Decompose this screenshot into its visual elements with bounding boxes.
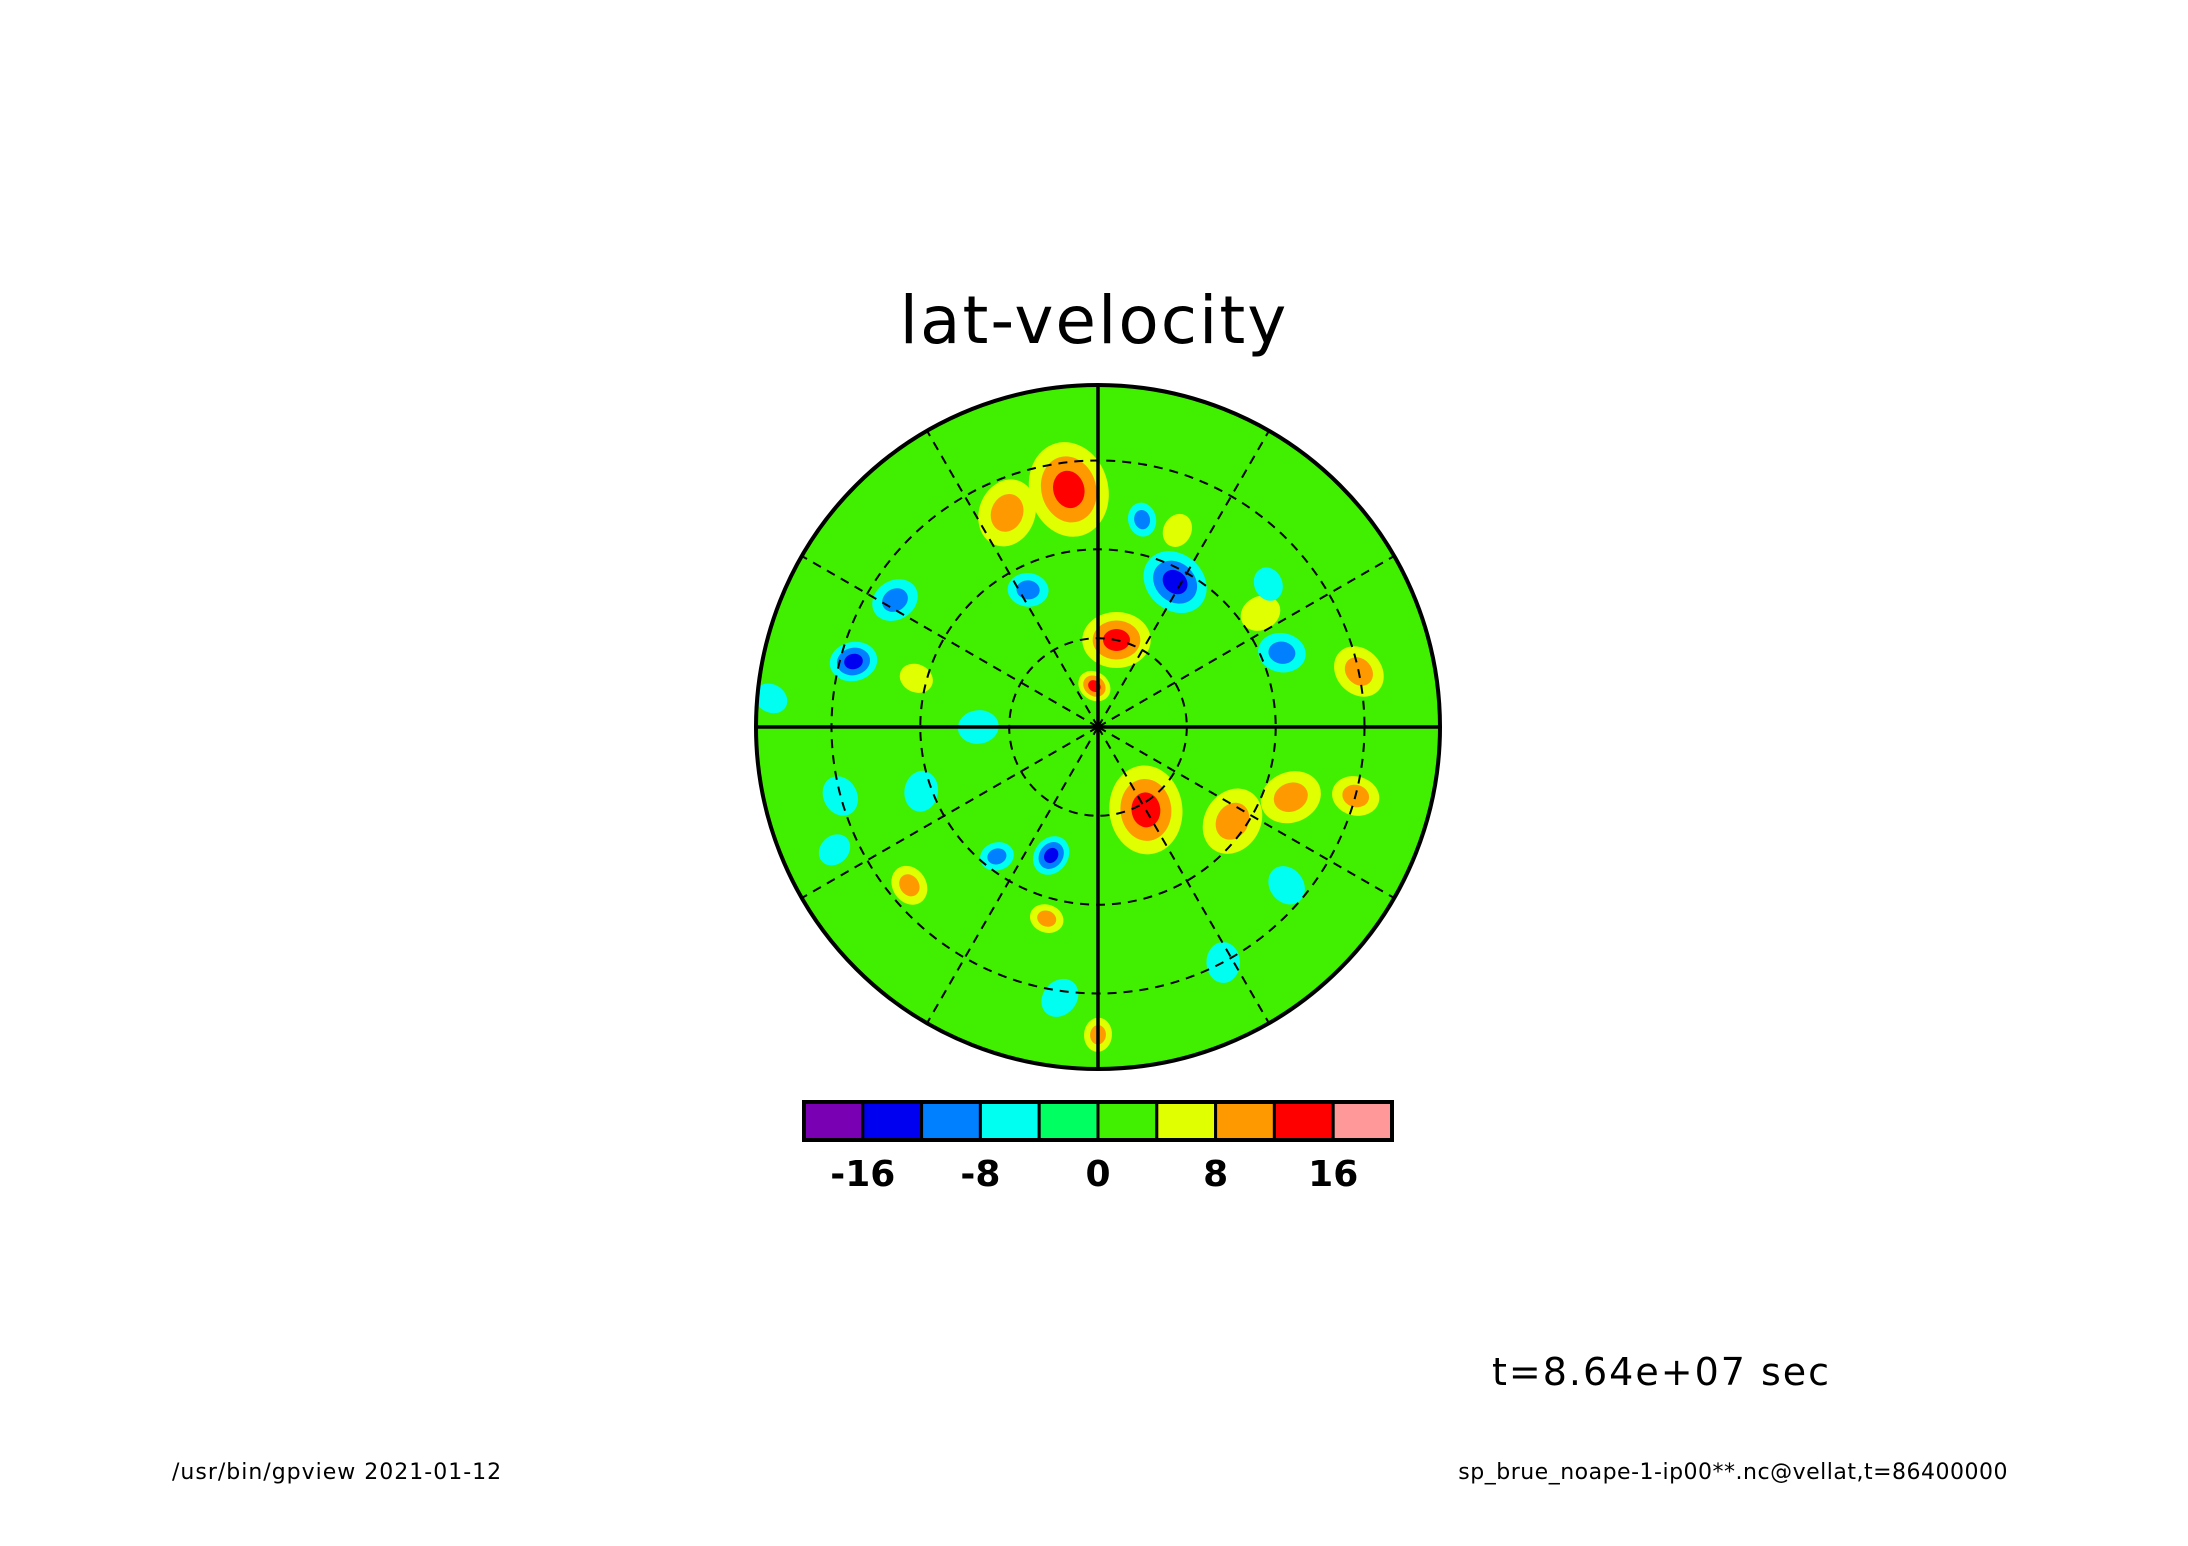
colorbar-tick-label: -8	[960, 1154, 1000, 1195]
latitude-ring	[919, 548, 1277, 906]
contour-blob	[1127, 502, 1157, 537]
contour-blob	[978, 479, 1036, 547]
colorbar-swatch	[1272, 1100, 1335, 1142]
colorbar-swatch	[1096, 1100, 1159, 1142]
colorbar-frame	[802, 1100, 1394, 1142]
contour-blob	[1260, 771, 1321, 824]
map-gridlines	[756, 385, 1440, 1069]
contour-blob	[980, 842, 1014, 871]
colorbar-swatch	[861, 1100, 924, 1142]
footer-left: /usr/bin/gpview 2021-01-12	[172, 1460, 503, 1485]
colorbar-swatch	[1331, 1100, 1394, 1142]
colorbar-tick-label: 0	[1085, 1154, 1110, 1195]
colorbar-swatch	[802, 1100, 865, 1142]
colorbar-tick-label: 16	[1308, 1154, 1358, 1195]
contour-blob	[1202, 788, 1263, 854]
contour-blob	[1240, 595, 1281, 631]
contour-blob	[1268, 866, 1305, 905]
colorbar-swatch	[1155, 1100, 1218, 1142]
contour-blob	[891, 865, 928, 905]
polar-map	[754, 383, 1442, 1071]
colorbar-swatch	[978, 1100, 1041, 1142]
contour-blob	[1033, 836, 1070, 875]
contour-blob	[756, 683, 788, 714]
colorbar-swatch	[920, 1100, 982, 1142]
contour-blob	[818, 834, 851, 866]
colorbar-tick-label: -16	[830, 1154, 895, 1195]
colorbar: -16 -8 0 8 16	[802, 1100, 1394, 1195]
plot-title: lat-velocity	[899, 282, 1289, 359]
contour-blob	[1109, 765, 1183, 855]
contour-blob	[822, 776, 858, 816]
map-outline	[754, 383, 1442, 1071]
contour-blob	[1162, 513, 1193, 547]
contour-blob	[1029, 904, 1064, 933]
latitude-ring	[1008, 637, 1188, 817]
latitude-ring	[830, 459, 1366, 995]
colorbar-swatch	[1037, 1100, 1100, 1142]
contour-blob	[1258, 632, 1306, 673]
contour-blob	[1253, 567, 1283, 601]
footer-right: sp_brue_noape-1-ip00**.nc@vellat,t=86400…	[1458, 1460, 2008, 1485]
colorbar-tick-label: 8	[1203, 1154, 1228, 1195]
time-label: t=8.64e+07 sec	[1492, 1350, 1832, 1394]
colorbar-swatch	[1214, 1100, 1276, 1142]
contour-blob	[1143, 551, 1207, 614]
